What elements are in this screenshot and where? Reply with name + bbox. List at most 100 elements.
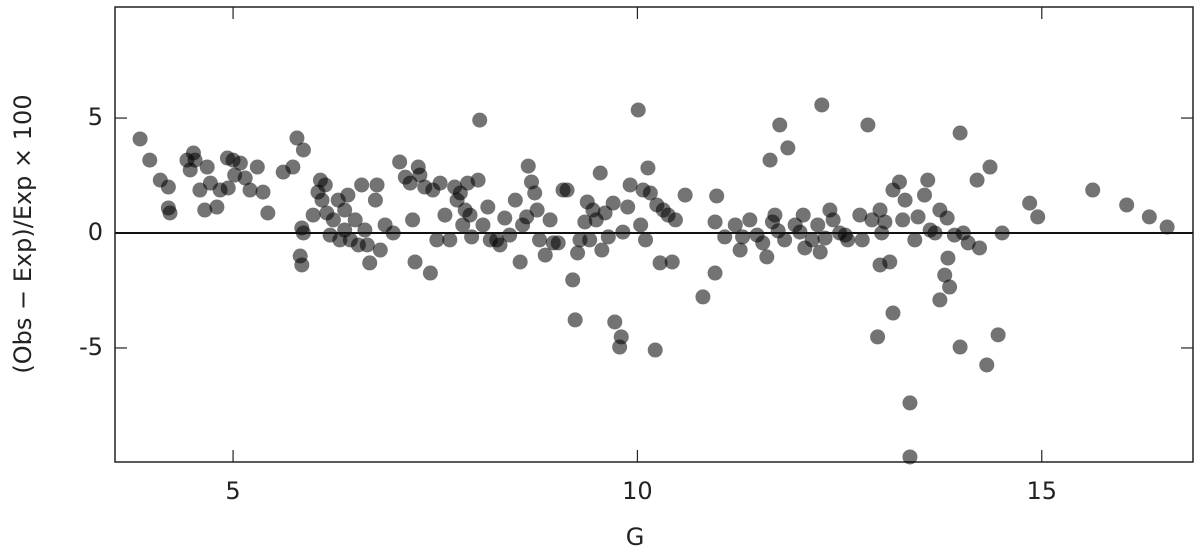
point xyxy=(162,205,178,221)
point xyxy=(840,232,856,248)
point xyxy=(237,170,253,186)
point xyxy=(529,202,545,218)
point xyxy=(317,177,333,193)
point xyxy=(325,212,341,228)
point xyxy=(1159,219,1175,235)
point xyxy=(314,192,330,208)
y-tick-label: -5 xyxy=(79,333,103,361)
point xyxy=(917,187,933,203)
point xyxy=(642,185,658,201)
point xyxy=(795,207,811,223)
point xyxy=(735,229,751,245)
x-tick-label: 10 xyxy=(622,477,653,505)
point xyxy=(895,212,911,228)
point xyxy=(852,207,868,223)
point xyxy=(567,312,583,328)
point xyxy=(695,289,711,305)
point xyxy=(197,202,213,218)
point xyxy=(232,155,248,171)
point xyxy=(910,209,926,225)
point xyxy=(664,254,680,270)
point xyxy=(289,130,305,146)
point xyxy=(369,177,385,193)
plot-frame xyxy=(114,6,1194,463)
point xyxy=(640,160,656,176)
point xyxy=(982,159,998,175)
point xyxy=(542,212,558,228)
point xyxy=(854,232,870,248)
point xyxy=(777,232,793,248)
point xyxy=(825,212,841,228)
point xyxy=(937,267,953,283)
point xyxy=(597,205,613,221)
point xyxy=(1030,209,1046,225)
point xyxy=(260,205,276,221)
point xyxy=(717,229,733,245)
point xyxy=(990,327,1006,343)
point xyxy=(605,195,621,211)
point xyxy=(902,449,918,465)
point xyxy=(507,192,523,208)
point xyxy=(772,117,788,133)
point xyxy=(1022,195,1038,211)
point xyxy=(780,140,796,156)
point xyxy=(755,235,771,251)
point xyxy=(940,250,956,266)
point xyxy=(1085,182,1101,198)
point xyxy=(475,217,491,233)
point xyxy=(622,177,638,193)
point xyxy=(442,232,458,248)
point xyxy=(677,187,693,203)
point xyxy=(337,202,353,218)
point xyxy=(512,254,528,270)
point xyxy=(462,207,478,223)
point xyxy=(920,172,936,188)
point xyxy=(907,232,923,248)
point xyxy=(727,217,743,233)
point xyxy=(810,217,826,233)
point xyxy=(877,214,893,230)
point xyxy=(647,342,663,358)
point xyxy=(932,292,948,308)
point xyxy=(480,199,496,215)
point xyxy=(607,314,623,330)
point xyxy=(142,152,158,168)
point xyxy=(979,357,995,373)
x-axis-label: G xyxy=(626,523,645,551)
point xyxy=(405,212,421,228)
point xyxy=(667,212,683,228)
point xyxy=(767,207,783,223)
point xyxy=(407,254,423,270)
point xyxy=(762,152,778,168)
point xyxy=(392,154,408,170)
point xyxy=(255,184,271,200)
point xyxy=(860,117,876,133)
point xyxy=(817,230,833,246)
point xyxy=(630,102,646,118)
point xyxy=(472,112,488,128)
point xyxy=(732,242,748,258)
point xyxy=(199,159,215,175)
point xyxy=(638,232,654,248)
point xyxy=(305,207,321,223)
point xyxy=(652,255,668,271)
x-tick-label: 5 xyxy=(225,477,240,505)
point xyxy=(902,395,918,411)
point xyxy=(759,249,775,265)
point xyxy=(429,232,445,248)
point xyxy=(864,212,880,228)
point xyxy=(432,175,448,191)
point xyxy=(520,158,536,174)
point xyxy=(620,199,636,215)
point xyxy=(532,232,548,248)
point xyxy=(872,202,888,218)
point xyxy=(362,255,378,271)
point xyxy=(347,212,363,228)
point xyxy=(160,179,176,195)
point xyxy=(939,210,955,226)
point xyxy=(570,245,586,261)
point xyxy=(550,235,566,251)
point xyxy=(295,142,311,158)
